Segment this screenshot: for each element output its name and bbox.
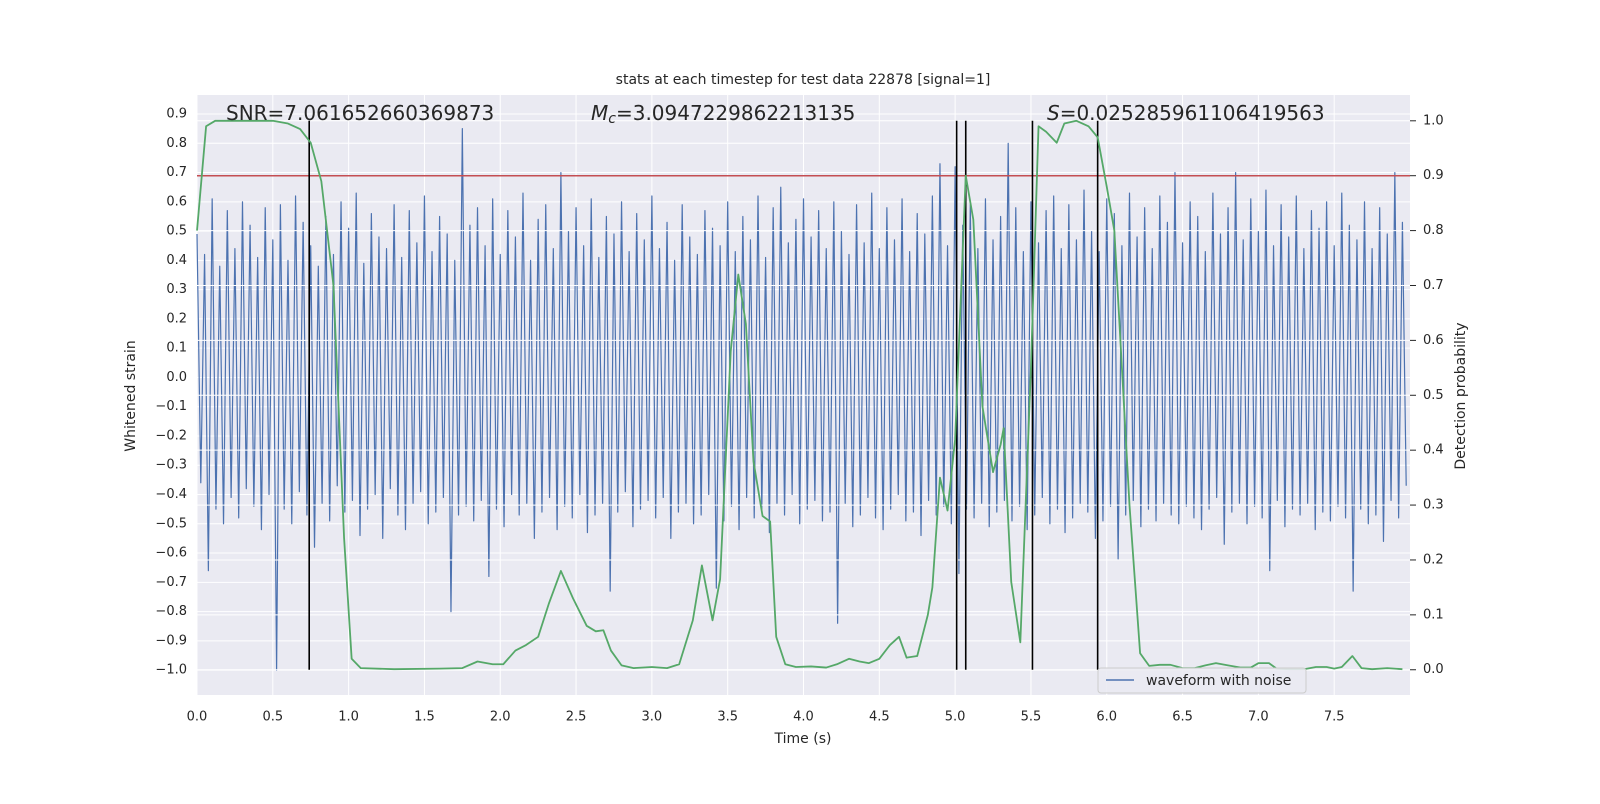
y-axis-label: Whitened strain <box>123 340 139 451</box>
x-tick-label: 0.0 <box>187 710 208 725</box>
y2-tick-label: 0.7 <box>1423 278 1444 293</box>
y-tick-label: 0.2 <box>166 311 187 326</box>
y-tick-label: 0.6 <box>166 194 187 209</box>
y-tick-label: 0.0 <box>166 370 187 385</box>
legend-label: waveform with noise <box>1146 673 1291 689</box>
y2-tick-label: 0.1 <box>1423 607 1444 622</box>
x-tick-label: 4.5 <box>869 710 890 725</box>
x-tick-label: 3.5 <box>717 710 738 725</box>
y-tick-label: −1.0 <box>155 663 187 678</box>
y-tick-label: 0.3 <box>166 282 187 297</box>
probability-line <box>196 119 1403 671</box>
annotation-subscript: c <box>608 111 616 127</box>
annotation: Mc=3.0947229862213135 <box>591 101 855 128</box>
y2-tick-label: 0.6 <box>1423 333 1444 348</box>
x-tick-label: 6.0 <box>1096 710 1117 725</box>
x-tick-label: 3.0 <box>642 710 663 725</box>
waveform-line <box>196 128 1407 671</box>
annotation-symbol: M <box>591 101 608 125</box>
y2-tick-label: 0.2 <box>1423 552 1444 567</box>
x-tick-label: 2.0 <box>490 710 511 725</box>
y2-tick-label: 0.0 <box>1423 662 1444 677</box>
y-tick-label: −0.7 <box>155 575 187 590</box>
y2-tick-label: 0.9 <box>1423 168 1444 183</box>
y2-tick-label: 0.3 <box>1423 498 1444 513</box>
x-tick-label: 2.5 <box>566 710 587 725</box>
x-tick-label: 7.0 <box>1248 710 1269 725</box>
x-tick-label: 4.0 <box>793 710 814 725</box>
x-tick-label: 1.5 <box>414 710 435 725</box>
x-tick-label: 6.5 <box>1172 710 1193 725</box>
x-tick-label: 0.5 <box>262 710 283 725</box>
x-tick-label: 1.0 <box>338 710 359 725</box>
x-tick-label: 5.5 <box>1021 710 1042 725</box>
y-tick-label: −0.6 <box>155 546 187 561</box>
annotation-text: =3.0947229862213135 <box>616 101 855 125</box>
y2-axis-label: Detection probability <box>1453 322 1469 469</box>
y-tick-label: −0.4 <box>155 487 187 502</box>
annotation-symbol: S <box>1047 101 1060 125</box>
y-tick-label: −0.2 <box>155 428 187 443</box>
y-tick-label: 0.4 <box>166 253 187 268</box>
y-tick-label: −0.3 <box>155 458 187 473</box>
x-tick-label: 7.5 <box>1324 710 1345 725</box>
annotation: S=0.025285961106419563 <box>1047 101 1325 125</box>
y2-tick-label: 0.8 <box>1423 223 1444 238</box>
y-tick-label: 0.9 <box>166 107 187 122</box>
x-axis-label: Time (s) <box>774 731 832 747</box>
y-tick-label: 0.5 <box>166 224 187 239</box>
y-tick-label: 0.8 <box>166 136 187 151</box>
y-tick-label: −0.5 <box>155 516 187 531</box>
y-tick-label: 0.7 <box>166 165 187 180</box>
y2-tick-label: 0.5 <box>1423 388 1444 403</box>
y2-tick-label: 1.0 <box>1423 113 1444 128</box>
y-tick-label: −0.9 <box>155 633 187 648</box>
legend-box <box>1097 667 1307 694</box>
y2-tick-label: 0.4 <box>1423 443 1444 458</box>
x-tick-label: 5.0 <box>945 710 966 725</box>
annotation-text: SNR=7.061652660369873 <box>226 101 494 125</box>
y-tick-label: 0.1 <box>166 341 187 356</box>
annotation: SNR=7.061652660369873 <box>226 101 494 125</box>
y-tick-label: −0.1 <box>155 399 187 414</box>
y-tick-label: −0.8 <box>155 604 187 619</box>
chart-title: stats at each timestep for test data 228… <box>616 72 991 88</box>
annotation-text: =0.025285961106419563 <box>1060 101 1325 125</box>
